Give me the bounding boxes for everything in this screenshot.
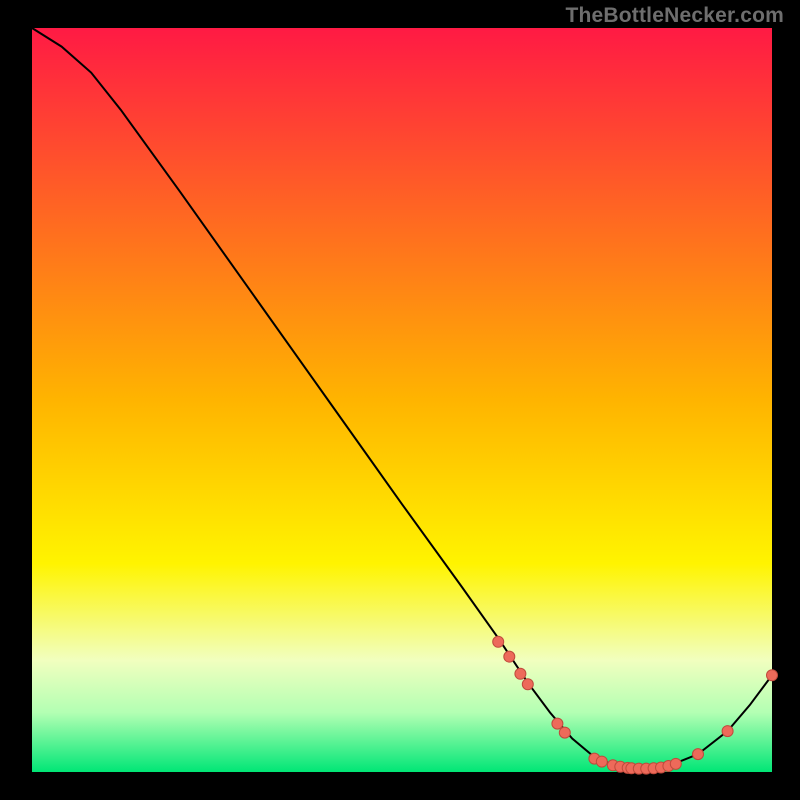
data-point-marker: [693, 749, 704, 760]
data-point-marker: [515, 668, 526, 679]
data-point-marker: [552, 718, 563, 729]
marker-group: [493, 636, 778, 774]
data-point-marker: [767, 670, 778, 681]
chart-plot-area: [32, 28, 772, 772]
data-point-marker: [559, 727, 570, 738]
data-point-marker: [596, 756, 607, 767]
chart-svg-overlay: [32, 28, 772, 772]
watermark-text: TheBottleNecker.com: [565, 4, 784, 28]
data-point-marker: [504, 651, 515, 662]
data-point-marker: [493, 636, 504, 647]
data-point-marker: [722, 726, 733, 737]
bottleneck-curve: [32, 28, 772, 769]
data-point-marker: [522, 679, 533, 690]
data-point-marker: [670, 758, 681, 769]
